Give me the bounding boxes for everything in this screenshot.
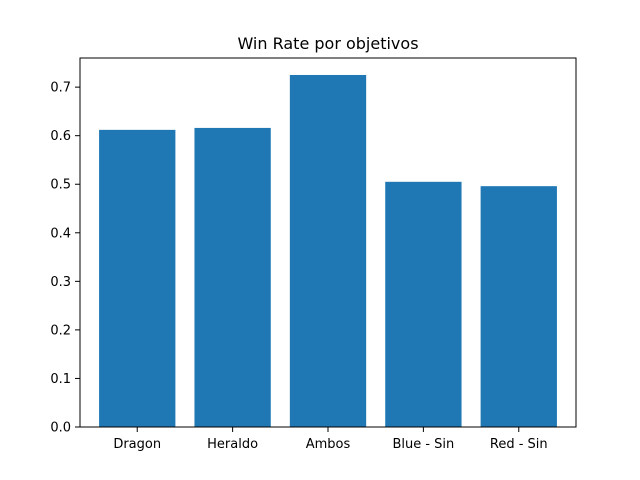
y-tick-label: 0.6 xyxy=(50,129,71,144)
bar-blue-sin xyxy=(385,181,462,427)
x-tick-label-heraldo: Heraldo xyxy=(207,437,258,452)
bar-ambos xyxy=(289,74,367,428)
x-tick-label-dragon: Dragon xyxy=(113,437,161,452)
y-tick-label: 0.5 xyxy=(50,178,71,193)
y-axis: 0.0 0.1 0.2 0.3 0.4 0.5 0.6 0.7 xyxy=(50,81,80,436)
y-tick-label: 0.1 xyxy=(50,372,71,387)
chart-title: Win Rate por objetivos xyxy=(237,34,418,53)
bars-group xyxy=(99,74,557,428)
x-axis: Dragon Heraldo Ambos Blue - Sin Red - Sin xyxy=(113,427,548,452)
x-tick-label-ambos: Ambos xyxy=(306,437,351,452)
y-tick-label: 0.3 xyxy=(50,275,71,290)
bar-dragon xyxy=(99,129,176,428)
x-tick-label-red-sin: Red - Sin xyxy=(490,437,548,452)
y-tick-label: 0.7 xyxy=(50,81,71,96)
bar-heraldo xyxy=(194,127,271,428)
y-tick-label: 0.2 xyxy=(50,323,71,338)
y-tick-label: 0.0 xyxy=(50,421,71,436)
bar-red-sin xyxy=(480,186,557,427)
x-tick-label-blue-sin: Blue - Sin xyxy=(392,437,454,452)
y-tick-label: 0.4 xyxy=(50,226,71,241)
